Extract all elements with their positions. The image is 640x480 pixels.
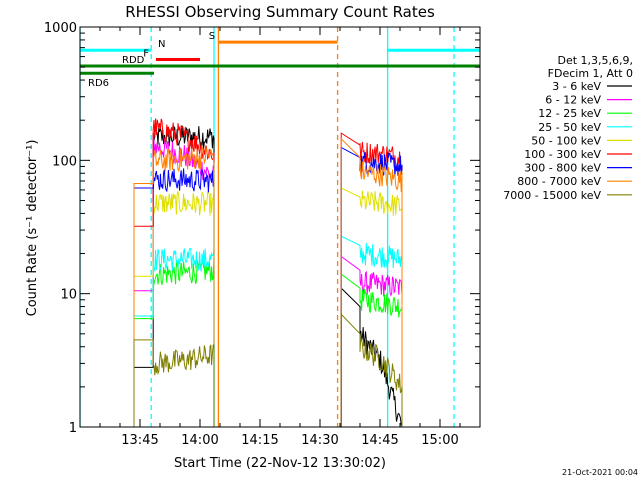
y-tick-label-2: 100 <box>52 154 77 169</box>
series-7-trace-1 <box>340 137 403 427</box>
series-0-trace-1 <box>340 286 403 427</box>
series-1-trace-0 <box>133 135 215 427</box>
y-tick-label-3: 1000 <box>44 21 77 36</box>
y-axis-label: Count Rate (s⁻¹ detector⁻¹) <box>25 140 40 317</box>
legend-entry-6: 300 - 800 keV <box>524 162 601 175</box>
series-8-trace-0 <box>133 339 215 427</box>
legend-entry-3: 25 - 50 keV <box>538 121 601 134</box>
series-8-trace-1 <box>340 313 403 427</box>
legend-entry-2: 12 - 25 keV <box>538 107 601 120</box>
series-6-trace-1 <box>340 146 403 427</box>
legend-header-0: Det 1,3,5,6,9, <box>557 54 633 67</box>
x-tick-label-4: 14:45 <box>361 433 398 448</box>
plot-clip-group <box>80 27 455 427</box>
series-7-trace-0 <box>133 144 215 427</box>
flag-label-s: S <box>209 31 215 42</box>
legend-entry-8: 7000 - 15000 keV <box>503 189 601 202</box>
x-tick-label-1: 14:00 <box>181 433 218 448</box>
x-tick-label-5: 15:00 <box>421 433 458 448</box>
flag-label-n: N <box>158 39 165 50</box>
series-3-trace-1 <box>340 235 403 427</box>
y-tick-label-0: 1 <box>69 421 77 436</box>
legend: Det 1,3,5,6,9,FDecim 1, Att 03 - 6 keV6 … <box>503 54 633 202</box>
legend-entry-1: 6 - 12 keV <box>545 94 601 107</box>
timestamp: 21-Oct-2021 00:04 <box>562 468 638 477</box>
axes: 13:45 14:00 14:15 14:30 14:45 15:00 1 10 100 1000 <box>44 21 481 448</box>
x-tick-label-3: 14:30 <box>301 433 338 448</box>
legend-entry-7: 800 - 7000 keV <box>517 175 601 188</box>
chart-title: RHESSI Observing Summary Count Rates <box>125 3 435 21</box>
flag-label-rdd: RDD <box>122 55 145 66</box>
series-0-trace-0 <box>133 124 215 427</box>
legend-entry-4: 50 - 100 keV <box>531 134 601 147</box>
flag-label-f: F <box>143 49 149 60</box>
series-1-trace-1 <box>340 255 403 427</box>
x-axis-label: Start Time (22-Nov-12 13:30:02) <box>174 456 386 471</box>
series-4-trace-0 <box>133 191 215 427</box>
series-6-trace-0 <box>133 168 215 427</box>
x-tick-label-2: 14:15 <box>241 433 278 448</box>
flag-label-rd6: RD6 <box>88 78 109 89</box>
legend-entry-5: 100 - 300 keV <box>524 148 601 161</box>
legend-header-1: FDecim 1, Att 0 <box>548 67 633 80</box>
x-tick-label-0: 13:45 <box>121 433 158 448</box>
series-2-trace-1 <box>340 273 403 427</box>
series-3-trace-0 <box>133 248 215 427</box>
y-tick-label-1: 10 <box>60 288 77 303</box>
series-2-trace-0 <box>133 258 215 427</box>
series-5-trace-0 <box>133 118 215 427</box>
legend-entry-0: 3 - 6 keV <box>552 80 601 93</box>
series-4-trace-1 <box>340 187 403 427</box>
